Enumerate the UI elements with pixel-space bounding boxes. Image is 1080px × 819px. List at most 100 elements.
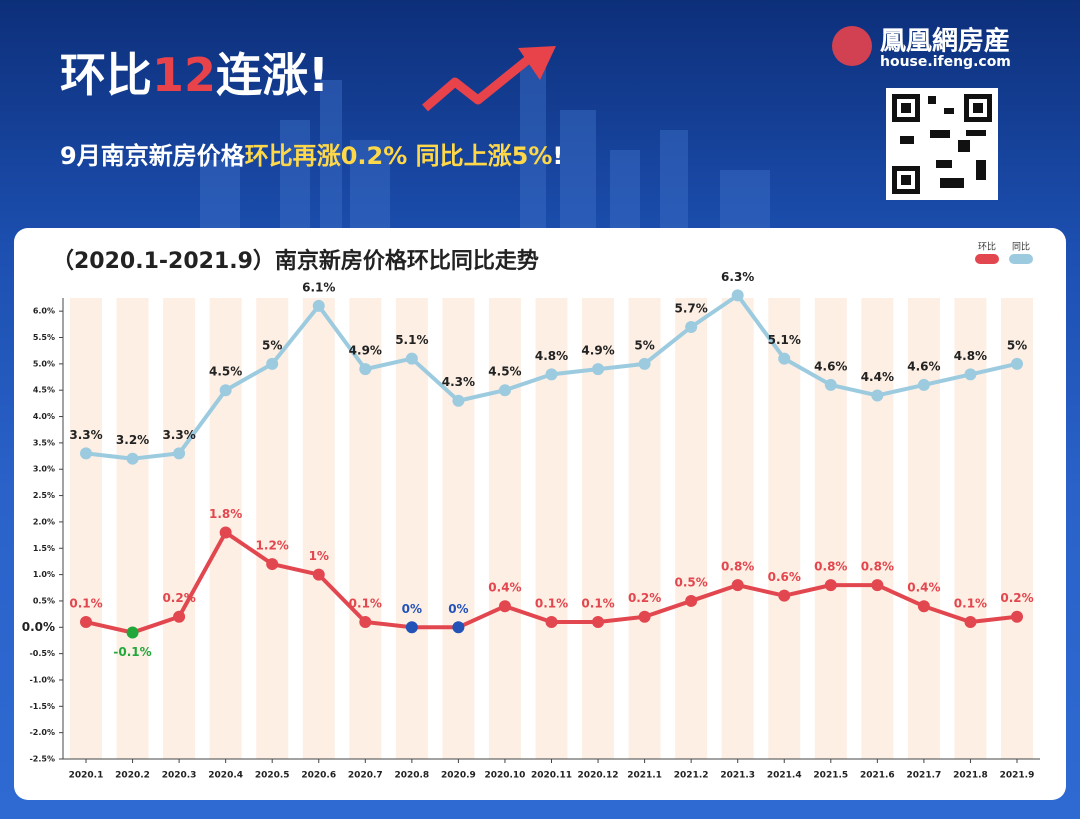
skyline — [200, 60, 770, 230]
y-tick-label: -0.5% — [29, 649, 55, 658]
point — [80, 616, 92, 629]
category-band — [70, 298, 102, 759]
legend-swatch — [1009, 254, 1033, 264]
x-tick-label: 2021.2 — [674, 771, 709, 781]
value-label: 0.5% — [675, 575, 708, 589]
logo-url: house.ifeng.com — [880, 54, 1011, 70]
y-tick-label: 1.0% — [33, 570, 55, 579]
point — [731, 289, 744, 302]
point — [452, 394, 465, 407]
value-label: 0.2% — [162, 591, 195, 605]
point — [685, 320, 698, 333]
value-label: -0.1% — [113, 645, 151, 659]
value-label: 3.2% — [116, 433, 149, 447]
y-tick-label: 0.5% — [33, 596, 55, 605]
category-band — [488, 298, 521, 759]
value-label: 4.9% — [581, 344, 614, 358]
subtitle-part: ! — [552, 142, 563, 170]
logo: 鳳凰網房産 — [880, 26, 1010, 57]
point — [731, 579, 744, 592]
category-band — [768, 298, 801, 759]
category-band — [721, 298, 754, 759]
logo-icon — [832, 26, 872, 66]
value-label: 5% — [262, 338, 282, 352]
value-label: 5.1% — [768, 333, 801, 347]
point — [405, 352, 418, 365]
point — [219, 384, 232, 397]
value-label: 0.1% — [69, 597, 102, 611]
value-label: 6.3% — [721, 270, 754, 284]
y-tick-label: -2.0% — [29, 728, 55, 737]
value-label: 0.4% — [907, 581, 940, 595]
x-tick-label: 2020.3 — [162, 771, 197, 781]
y-tick-label: 4.0% — [33, 412, 55, 421]
value-label: 4.4% — [861, 370, 894, 384]
value-label: 4.6% — [907, 359, 940, 373]
value-label: 0.8% — [861, 560, 894, 574]
value-label: 5% — [1007, 338, 1027, 352]
value-label: 3.3% — [69, 428, 102, 442]
x-tick-label: 2021.7 — [907, 771, 942, 781]
x-tick-label: 2021.1 — [627, 771, 662, 781]
point — [592, 363, 605, 376]
point — [312, 568, 325, 581]
x-tick-label: 2021.6 — [860, 771, 895, 781]
category-band — [675, 298, 708, 759]
y-tick-label: -1.5% — [29, 702, 55, 711]
x-tick-label: 2020.2 — [115, 771, 150, 781]
x-tick-label: 2020.11 — [531, 771, 572, 781]
y-tick-label: -2.5% — [29, 755, 55, 764]
point — [1011, 610, 1023, 623]
value-label: 0.1% — [535, 597, 568, 611]
point — [638, 357, 651, 370]
point — [638, 610, 651, 623]
headline-number: 12 — [152, 48, 216, 102]
x-tick-label: 2021.4 — [767, 771, 802, 781]
value-label: 5% — [634, 338, 654, 352]
x-tick-label: 2021.9 — [1000, 771, 1035, 781]
value-label: 0.6% — [768, 570, 801, 584]
point — [173, 447, 186, 460]
x-tick-label: 2021.8 — [953, 771, 988, 781]
point — [964, 368, 977, 381]
category-band — [954, 298, 987, 759]
value-label: 1.8% — [209, 507, 242, 521]
value-label: 5.7% — [675, 301, 708, 315]
category-band — [628, 298, 661, 759]
x-tick-label: 2020.10 — [484, 771, 525, 781]
legend-label: 环比 — [978, 241, 996, 253]
value-label: 3.3% — [162, 428, 195, 442]
category-band — [302, 298, 335, 759]
category-band — [907, 298, 940, 759]
x-tick-label: 2020.8 — [394, 771, 429, 781]
value-label: 4.5% — [488, 365, 521, 379]
point — [359, 616, 372, 629]
x-tick-label: 2020.4 — [208, 771, 243, 781]
point — [685, 594, 698, 607]
y-tick-label: 5.0% — [33, 359, 55, 368]
value-label: 1% — [309, 549, 329, 563]
chart-title: （2020.1-2021.9）南京新房价格环比同比走势 — [52, 248, 539, 274]
value-label: 6.1% — [302, 280, 335, 294]
category-band — [442, 298, 475, 759]
x-tick-label: 2020.9 — [441, 771, 476, 781]
point — [266, 558, 279, 571]
value-label: 4.9% — [349, 344, 382, 358]
value-label: 0.8% — [814, 560, 847, 574]
x-tick-label: 2020.7 — [348, 771, 383, 781]
value-label: 0% — [402, 602, 422, 616]
category-band — [861, 298, 894, 759]
value-label: 4.5% — [209, 365, 242, 379]
point — [452, 621, 465, 634]
point — [498, 384, 511, 397]
y-tick-label: 1.5% — [33, 544, 55, 553]
point — [1011, 357, 1023, 370]
value-label: 4.8% — [535, 349, 568, 363]
subtitle: 9月南京新房价格环比再涨0.2% 同比上涨5%! — [60, 142, 563, 170]
x-tick-label: 2020.12 — [578, 771, 619, 781]
y-tick-label: 2.0% — [33, 517, 55, 526]
legend-label: 同比 — [1012, 241, 1030, 253]
point — [778, 352, 791, 365]
point — [545, 616, 558, 629]
